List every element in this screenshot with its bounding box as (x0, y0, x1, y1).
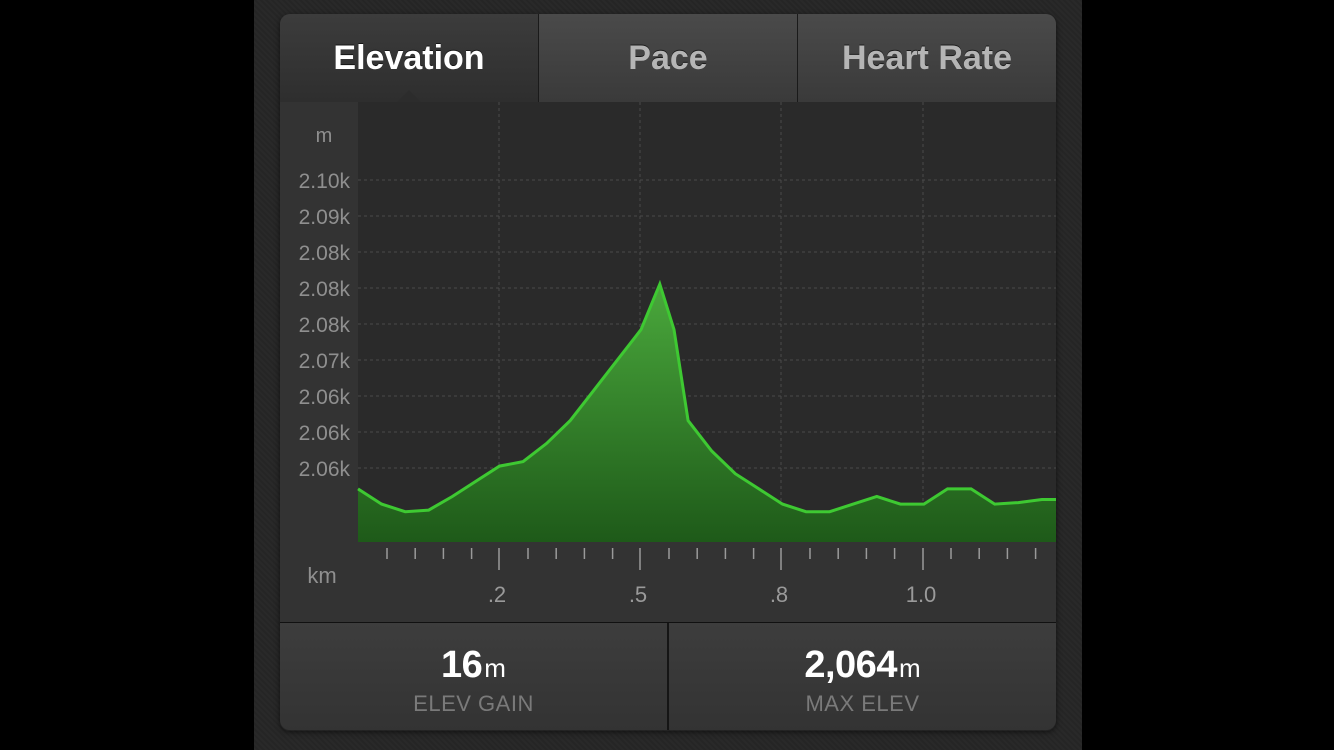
elevation-line (357, 279, 1056, 514)
x-tick-label: .2 (488, 582, 506, 607)
y-tick-label: 2.09k (299, 206, 351, 229)
y-tick-label: 2.10k (299, 170, 351, 193)
y-tick-label: 2.06k (299, 458, 351, 481)
y-tick-label: 2.08k (299, 314, 351, 337)
tab-heart-rate[interactable]: Heart Rate (798, 14, 1056, 102)
y-tick-label: 2.08k (299, 278, 351, 301)
elev-gain-label: ELEV GAIN (413, 691, 534, 716)
elev-gain-value: 16 (441, 644, 483, 686)
metric-tabs: Elevation Pace Heart Rate (280, 14, 1056, 103)
x-axis-panel (280, 542, 1056, 622)
y-tick-label: 2.06k (299, 422, 351, 445)
x-axis-label: km (307, 563, 336, 588)
y-tick-labels: 2.10k 2.09k 2.08k 2.08k 2.08k 2.07k 2.06k 2.06k… (299, 170, 351, 481)
x-tick-label: 1.0 (906, 582, 937, 607)
app-screen: Elevation Pace Heart Rate m km 2.10k 2.0 (254, 0, 1082, 750)
elevation-card: Elevation Pace Heart Rate m km 2.10k 2.0 (280, 14, 1056, 730)
x-tick-label: .5 (629, 582, 647, 607)
tab-pace[interactable]: Pace (539, 14, 798, 102)
y-axis-panel (280, 102, 358, 542)
x-axis-ticks (386, 548, 1037, 570)
tab-elevation[interactable]: Elevation (280, 14, 539, 102)
elevation-chart: m km 2.10k 2.09k 2.08k 2.08k 2.08k 2.07k 2.06k… (280, 102, 1056, 622)
active-tab-pointer (397, 90, 421, 102)
max-elev-value: 2,064 (804, 644, 897, 686)
y-tick-label: 2.06k (299, 386, 351, 409)
elevation-area (358, 284, 1056, 542)
x-tick-label: .8 (770, 582, 788, 607)
stat-max-elev: 2,064m MAX ELEV (669, 623, 1056, 730)
stats-bar: 16m ELEV GAIN 2,064m MAX ELEV (280, 622, 1056, 730)
elev-gain-unit: m (484, 653, 506, 683)
y-tick-label: 2.08k (299, 242, 351, 265)
max-elev-unit: m (898, 653, 921, 683)
x-tick-labels: .2 .5 .8 1.0 (488, 582, 936, 607)
max-elev-label: MAX ELEV (805, 691, 920, 716)
y-axis-label: m (316, 125, 333, 147)
y-tick-label: 2.07k (299, 350, 351, 373)
stat-elev-gain: 16m ELEV GAIN (280, 623, 669, 730)
